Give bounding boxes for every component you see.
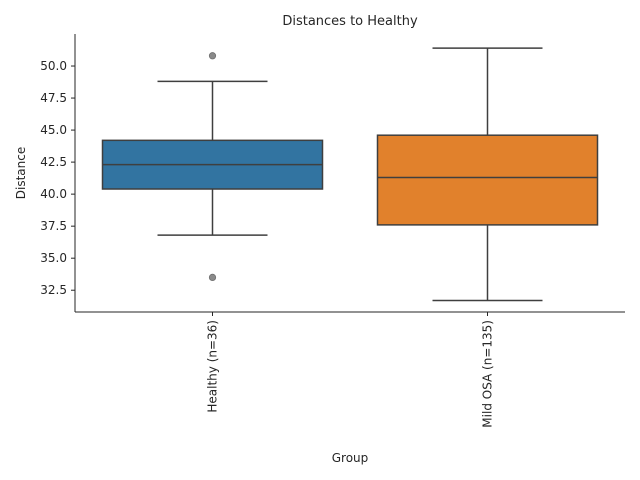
iqr-box bbox=[376, 134, 599, 226]
y-axis-title: Distance bbox=[14, 147, 28, 199]
y-tick-label: 42.5 bbox=[40, 155, 67, 169]
y-axis-ticks: 32.5 35.0 37.5 40.0 42.5 45.0 47.5 50.0 bbox=[40, 59, 75, 297]
x-tick-label: Healthy (n=36) bbox=[206, 320, 220, 413]
outlier-point bbox=[208, 273, 217, 282]
y-tick-label: 35.0 bbox=[40, 251, 67, 265]
y-tick-label: 50.0 bbox=[40, 59, 67, 73]
chart-title: Distances to Healthy bbox=[282, 14, 418, 29]
y-tick-label: 32.5 bbox=[40, 283, 67, 297]
box-group bbox=[101, 52, 324, 282]
outlier-point bbox=[208, 52, 217, 60]
x-tick-label: Mild OSA (n=135) bbox=[481, 320, 495, 428]
plot-area bbox=[101, 47, 599, 302]
y-tick-label: 47.5 bbox=[40, 91, 67, 105]
y-tick-label: 37.5 bbox=[40, 219, 67, 233]
box-group bbox=[376, 47, 599, 302]
y-tick-label: 40.0 bbox=[40, 187, 67, 201]
y-tick-label: 45.0 bbox=[40, 123, 67, 137]
x-axis-title: Group bbox=[332, 451, 369, 465]
x-axis-ticks: Healthy (n=36) Mild OSA (n=135) bbox=[206, 312, 495, 428]
